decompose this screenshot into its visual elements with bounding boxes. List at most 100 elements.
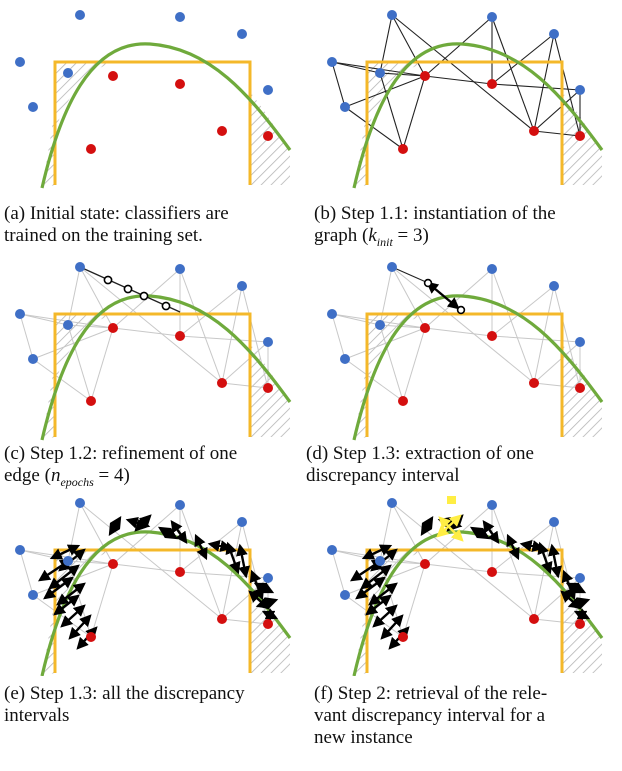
blue-point [63, 68, 73, 78]
red-point [529, 378, 539, 388]
discrepancy-arrow [438, 516, 464, 542]
caption-f: (f) Step 2: retrieval of the rele- vant … [314, 683, 610, 749]
blue-point [375, 320, 385, 330]
blue-point [549, 517, 559, 527]
discrepancy-arrow [194, 533, 208, 561]
discrepancy-arrow [170, 520, 188, 544]
graph-edge [533, 130, 581, 137]
red-point [420, 71, 430, 81]
graph-edge [379, 324, 426, 329]
interval-endpoint [423, 278, 433, 288]
graph-edge [112, 327, 181, 337]
hatch-region-top-left [55, 314, 120, 382]
graph-edge [221, 382, 269, 389]
discrepancy-arrow [134, 514, 152, 532]
diagram-b [327, 10, 604, 189]
blue-point [375, 68, 385, 78]
graph-edge [391, 266, 427, 283]
caption-e-line1: (e) Step 1.3: all the discrepancy [4, 683, 245, 704]
refinement-point [161, 301, 171, 311]
graph-edge [533, 382, 581, 389]
diagram-a [15, 10, 292, 189]
red-point [398, 396, 408, 406]
red-point [263, 619, 273, 629]
hatch-region-top-left [367, 314, 432, 382]
graph-edge [344, 75, 426, 108]
graph-edge [19, 313, 34, 360]
panel-a [0, 0, 300, 190]
caption-f-line2: vant discrepancy interval for a [314, 705, 546, 726]
blue-point [175, 264, 185, 274]
blue-point [327, 545, 337, 555]
blue-point [487, 500, 497, 510]
graph-edge [179, 268, 223, 384]
blue-point [375, 556, 385, 566]
graph-edge [391, 266, 426, 329]
blue-point [28, 590, 38, 600]
red-point [175, 331, 185, 341]
red-point [217, 126, 227, 136]
classifier-square-boundary [53, 312, 252, 437]
blue-point [75, 262, 85, 272]
refinement-point [103, 275, 113, 285]
graph-edge [491, 335, 581, 343]
graph-edge [344, 358, 404, 402]
caption-a: (a) Initial state: classifiers are train… [4, 203, 300, 247]
blue-point [28, 102, 38, 112]
panel-c [0, 252, 300, 442]
graph-edge [79, 502, 223, 620]
blue-point [487, 264, 497, 274]
refinement-point [139, 291, 149, 301]
discrepancy-arrow [60, 604, 86, 628]
caption-b: (b) Step 1.1: instantiation of the graph… [314, 203, 610, 253]
red-point [108, 559, 118, 569]
red-point [529, 126, 539, 136]
graph-edge [402, 563, 426, 638]
graph-edge [424, 75, 493, 85]
red-point [487, 567, 497, 577]
graph-edge [19, 549, 34, 596]
discrepancy-arrow [436, 514, 462, 538]
graph-edge [67, 324, 114, 329]
graph-edge [112, 504, 181, 565]
caption-d-line2: discrepancy interval [306, 465, 460, 486]
graph-edge [391, 14, 426, 77]
red-point [175, 79, 185, 89]
panel-d [312, 252, 612, 442]
discrepancy-arrow [108, 515, 122, 537]
interval-endpoint [456, 305, 466, 315]
graph-edge [112, 563, 181, 573]
graph-edge [90, 563, 114, 638]
red-point [86, 396, 96, 406]
graph-edge [79, 266, 223, 384]
classifier-curve-boundary [40, 294, 292, 441]
discrepancy-arrow [426, 281, 460, 310]
classifier-curve-boundary [352, 42, 604, 189]
graph-edge [491, 16, 535, 132]
caption-e: (e) Step 1.3: all the discrepancy interv… [4, 683, 300, 727]
caption-d-line1: (d) Step 1.3: extraction of one [306, 443, 534, 464]
graph-edge [402, 327, 426, 402]
red-point [263, 383, 273, 393]
discrepancy-arrow [372, 604, 398, 628]
caption-c: (c) Step 1.2: refinement of one edge (ne… [4, 443, 300, 493]
graph-edge [344, 106, 404, 150]
blue-point [75, 498, 85, 508]
hatch-region-left [354, 80, 368, 188]
caption-f-line3: new instance [314, 727, 413, 748]
red-point [487, 331, 497, 341]
graph-edge [379, 324, 404, 402]
blue-point [387, 498, 397, 508]
discrepancy-arrow [573, 608, 591, 622]
blue-point [15, 309, 25, 319]
blue-point [327, 309, 337, 319]
classifier-curve-boundary [352, 294, 604, 441]
discrepancy-arrow [547, 543, 563, 579]
diagram-c [15, 262, 292, 441]
graph-edge [32, 358, 92, 402]
classifier-square-boundary [365, 60, 564, 185]
graph-edge [331, 61, 346, 108]
graph-edge [19, 313, 69, 326]
red-point [398, 144, 408, 154]
graph-edge [179, 285, 243, 337]
